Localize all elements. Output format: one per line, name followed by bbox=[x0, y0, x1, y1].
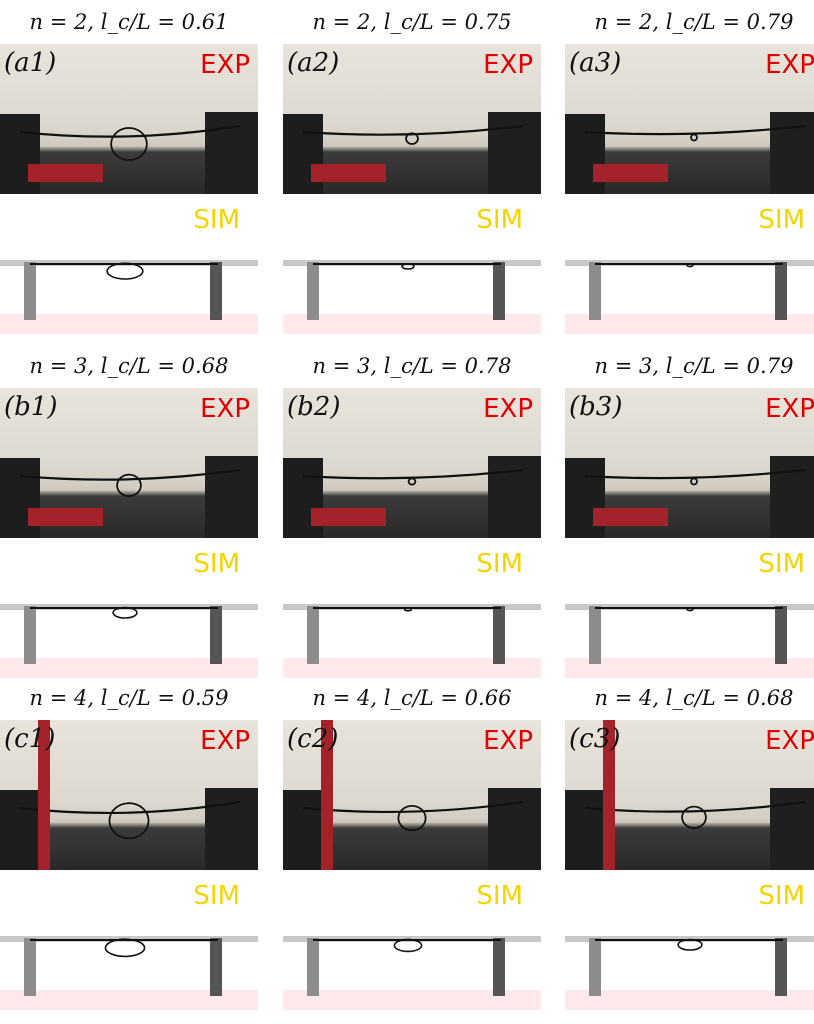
simulation-render bbox=[283, 596, 541, 678]
panel-label: (a2) bbox=[287, 48, 340, 78]
simulation-illustration bbox=[565, 260, 814, 334]
simulation-illustration bbox=[0, 260, 258, 334]
sim-label: SIM bbox=[476, 549, 523, 579]
experiment-illustration bbox=[565, 112, 814, 194]
experiment-illustration bbox=[565, 456, 814, 538]
exp-label: EXP bbox=[200, 726, 250, 756]
panel-caption: n = 4, l_c/L = 0.59 bbox=[29, 686, 229, 710]
panel-a2: n = 2, l_c/L = 0.75 (a2) EXP SIM bbox=[283, 0, 541, 334]
panel-caption: n = 3, l_c/L = 0.78 bbox=[312, 354, 512, 378]
panel-label: (c1) bbox=[4, 724, 56, 754]
panel-label: (b1) bbox=[4, 392, 58, 422]
experiment-photo: (b1) EXP bbox=[0, 388, 258, 538]
sim-label: SIM bbox=[476, 881, 523, 911]
simulation-illustration bbox=[565, 604, 814, 678]
panel-label: (c3) bbox=[569, 724, 621, 754]
panel-caption: n = 4, l_c/L = 0.66 bbox=[312, 686, 512, 710]
simulation-illustration bbox=[283, 604, 541, 678]
sim-label: SIM bbox=[758, 205, 805, 235]
experiment-illustration bbox=[283, 456, 541, 538]
experiment-illustration bbox=[0, 720, 258, 870]
exp-label: EXP bbox=[483, 394, 533, 424]
simulation-illustration bbox=[283, 260, 541, 334]
experiment-illustration bbox=[0, 112, 258, 194]
panel-caption: n = 2, l_c/L = 0.79 bbox=[594, 10, 794, 34]
sim-label: SIM bbox=[193, 205, 240, 235]
panel-label: (b2) bbox=[287, 392, 341, 422]
exp-label: EXP bbox=[765, 394, 814, 424]
sim-label: SIM bbox=[193, 881, 240, 911]
panel-b1: n = 3, l_c/L = 0.68 (b1) EXP SIM bbox=[0, 344, 258, 678]
panel-label: (c2) bbox=[287, 724, 339, 754]
simulation-render bbox=[565, 596, 814, 678]
experiment-illustration bbox=[283, 112, 541, 194]
panel-c2: n = 4, l_c/L = 0.66 (c2) EXP SIM bbox=[283, 676, 541, 1010]
simulation-render bbox=[0, 252, 258, 334]
panel-caption: n = 2, l_c/L = 0.61 bbox=[29, 10, 229, 34]
simulation-illustration bbox=[283, 936, 541, 1010]
experiment-photo: (a2) EXP bbox=[283, 44, 541, 194]
exp-label: EXP bbox=[483, 726, 533, 756]
experiment-illustration bbox=[283, 720, 541, 870]
panel-b2: n = 3, l_c/L = 0.78 (b2) EXP SIM bbox=[283, 344, 541, 678]
simulation-render bbox=[283, 252, 541, 334]
exp-label: EXP bbox=[483, 50, 533, 80]
sim-label: SIM bbox=[758, 549, 805, 579]
panel-label: (a1) bbox=[4, 48, 57, 78]
exp-label: EXP bbox=[200, 50, 250, 80]
experiment-photo: (b2) EXP bbox=[283, 388, 541, 538]
sim-label: SIM bbox=[193, 549, 240, 579]
panel-caption: n = 3, l_c/L = 0.79 bbox=[594, 354, 794, 378]
experiment-photo: (a1) EXP bbox=[0, 44, 258, 194]
panel-caption: n = 3, l_c/L = 0.68 bbox=[29, 354, 229, 378]
experiment-photo: (c3) EXP bbox=[565, 720, 814, 870]
experiment-illustration bbox=[565, 720, 814, 870]
simulation-render bbox=[565, 252, 814, 334]
simulation-illustration bbox=[0, 936, 258, 1010]
experiment-photo: (c1) EXP bbox=[0, 720, 258, 870]
sim-label: SIM bbox=[758, 881, 805, 911]
sim-label: SIM bbox=[476, 205, 523, 235]
experiment-photo: (a3) EXP bbox=[565, 44, 814, 194]
simulation-illustration bbox=[0, 604, 258, 678]
panel-a1: n = 2, l_c/L = 0.61 (a1) EXP SIM bbox=[0, 0, 258, 334]
exp-label: EXP bbox=[765, 726, 814, 756]
panel-label: (b3) bbox=[569, 392, 623, 422]
simulation-render bbox=[0, 928, 258, 1010]
panel-c3: n = 4, l_c/L = 0.68 (c3) EXP SIM bbox=[565, 676, 814, 1010]
panel-a3: n = 2, l_c/L = 0.79 (a3) EXP SIM bbox=[565, 0, 814, 334]
panel-caption: n = 4, l_c/L = 0.68 bbox=[594, 686, 794, 710]
simulation-render bbox=[283, 928, 541, 1010]
simulation-render bbox=[565, 928, 814, 1010]
panel-b3: n = 3, l_c/L = 0.79 (b3) EXP SIM bbox=[565, 344, 814, 678]
panel-caption: n = 2, l_c/L = 0.75 bbox=[312, 10, 512, 34]
panel-label: (a3) bbox=[569, 48, 622, 78]
simulation-render bbox=[0, 596, 258, 678]
experiment-illustration bbox=[0, 456, 258, 538]
experiment-photo: (c2) EXP bbox=[283, 720, 541, 870]
simulation-illustration bbox=[565, 936, 814, 1010]
experiment-photo: (b3) EXP bbox=[565, 388, 814, 538]
exp-label: EXP bbox=[765, 50, 814, 80]
panel-c1: n = 4, l_c/L = 0.59 (c1) EXP SIM bbox=[0, 676, 258, 1010]
exp-label: EXP bbox=[200, 394, 250, 424]
